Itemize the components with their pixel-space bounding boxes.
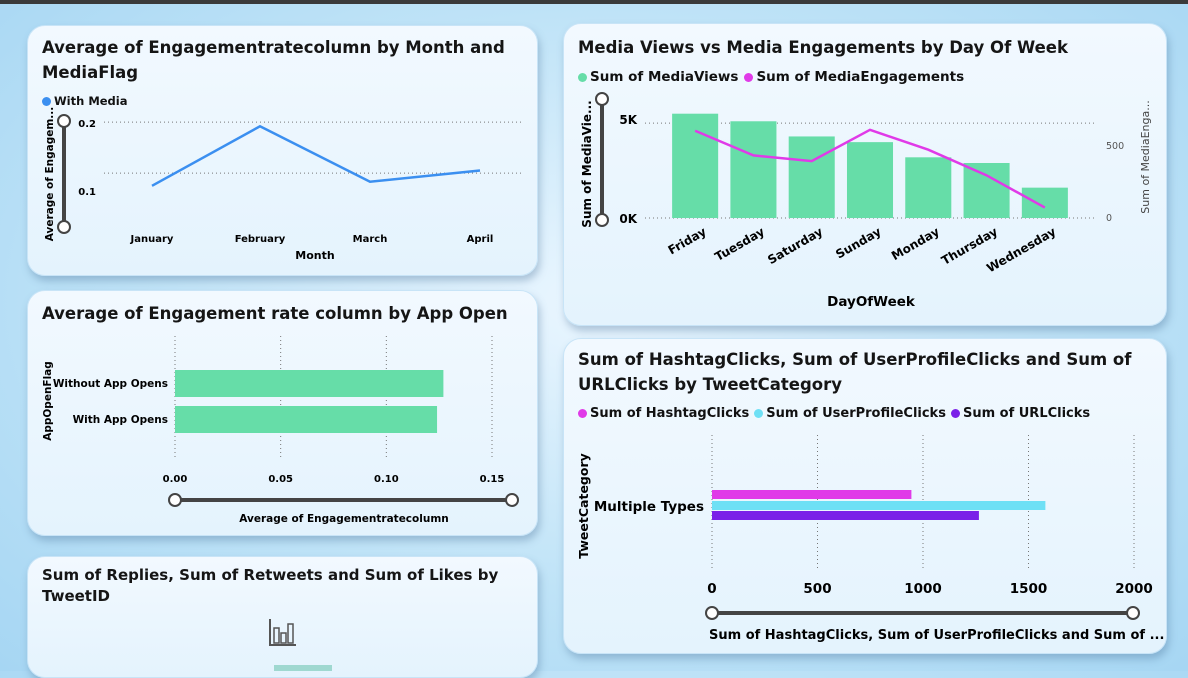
category-label: Multiple Types [594,499,704,515]
x-tick-label: 500 [803,581,831,597]
legend-item-media-views[interactable]: Sum of MediaViews [578,69,738,85]
chart-legend: With Media [42,94,128,108]
y-tick-label: 0.1 [78,187,96,198]
y-right-axis-label: Sum of MediaEnga... [1139,100,1152,213]
chart-legend: Sum of MediaViews Sum of MediaEngagement… [578,69,964,85]
category-label: With App Opens [73,414,168,426]
bar-monday [905,157,952,218]
x-tick-label: 1000 [904,581,942,597]
y-left-tick-label: 0K [619,212,637,226]
legend-label: Sum of MediaViews [590,69,739,85]
top-bar [0,0,1188,4]
card-title: Average of Engagement rate column by App… [42,304,508,323]
chart-legend: Sum of HashtagClicks Sum of UserProfileC… [578,406,1090,421]
legend-label: With Media [54,94,128,108]
x-tick-label: 0.10 [374,474,399,485]
x-tick-label: March [353,234,388,245]
x-tick-label: Monday [889,224,942,263]
bar-chart-icon [269,619,296,646]
bar-sum-of-hashtagclicks [712,490,912,499]
line-chart: Average of Engagem... 0.2 0.1 Month Janu… [44,107,522,262]
legend-item-url-clicks[interactable]: Sum of URLClicks [950,406,1091,421]
card-clicks-by-tweet-category[interactable]: Sum of HashtagClicks, Sum of UserProfile… [563,338,1167,654]
category-label: Without App Opens [53,378,168,390]
bar-sum-of-urlclicks [712,511,979,520]
legend-dot [744,72,754,82]
card-title: Sum of Replies, Sum of Retweets and Sum … [42,566,499,605]
legend-label: Sum of MediaEngagements [756,69,965,85]
x-tick-label: 0.00 [163,474,188,485]
legend-label: Sum of HashtagClicks [590,406,750,421]
y-right-tick-label: 0 [1106,213,1112,224]
x-tick-label: 2000 [1115,581,1153,597]
card-title: Sum of HashtagClicks, Sum of UserProfile… [578,350,1132,394]
bar-sum-of-userprofileclicks [712,501,1046,510]
x-range-slider-right-handle[interactable] [505,493,519,507]
x-range-slider-left-handle[interactable] [168,493,182,507]
x-tick-label: 0 [707,581,716,597]
card-title: Media Views vs Media Engagements by Day … [578,38,1068,57]
x-tick-label: February [235,234,286,245]
card-replies-retweets-likes[interactable]: Sum of Replies, Sum of Retweets and Sum … [27,556,538,678]
legend-dot [42,96,51,106]
card-media-views-vs-engagements[interactable]: Media Views vs Media Engagements by Day … [563,23,1167,326]
x-range-slider-right-handle[interactable] [1126,606,1140,620]
legend-dot [578,409,587,418]
x-tick-label: Tuesday [712,224,767,264]
legend-label: Sum of URLClicks [962,406,1091,421]
y-left-axis-label: Sum of MediaVie... [580,100,594,227]
x-axis-label: DayOfWeek [827,294,916,310]
y-range-slider-bottom-handle[interactable] [57,220,71,234]
x-tick-label: Friday [666,224,709,257]
bar-with-app-opens [175,406,438,433]
y-left-tick-label: 5K [619,113,637,127]
legend-dot [950,409,960,418]
bar-friday [672,113,719,218]
y-range-slider-top-handle[interactable] [595,92,609,106]
y-range-slider-bottom-handle[interactable] [595,213,609,227]
bar-saturday [788,136,835,218]
x-tick-label: 1500 [1010,581,1048,597]
x-tick-label: Saturday [765,224,825,267]
grouped-bar-chart: TweetCategory Sum of HashtagClicks, Sum … [576,435,1164,643]
y-axis-label: Average of Engagem... [44,107,56,242]
series-line-media-engagements [694,128,1046,209]
page-tab-indicator [274,665,332,671]
bar-thursday [963,163,1010,218]
x-tick-label: 0.05 [268,474,293,485]
combo-chart: Sum of MediaVie... 5K 0K 500 0 Sum of Me… [580,92,1152,310]
x-tick-label: 0.15 [480,474,505,485]
legend-dot [578,72,587,82]
bar-tuesday [730,121,777,218]
legend-item-media-engagements[interactable]: Sum of MediaEngagements [744,69,964,85]
bar-chart: AppOpenFlag Average of Engagementratecol… [42,336,519,525]
y-right-tick-label: 500 [1106,141,1124,152]
y-range-slider-top-handle[interactable] [57,114,71,128]
x-axis-label: Average of Engagementratecolumn [239,513,449,525]
bar-wednesday [1021,187,1068,218]
x-tick-label: Sunday [833,224,883,261]
card-engagement-by-app-open[interactable]: Average of Engagement rate column by App… [27,290,538,536]
legend-dot [754,409,764,418]
card-title: Average of Engagementratecolumn by Month… [42,38,505,82]
x-range-slider-left-handle[interactable] [705,606,719,620]
x-tick-label: January [130,234,174,245]
bar-without-app-opens [175,370,444,397]
y-tick-label: 0.2 [78,119,96,130]
card-engagement-by-month[interactable]: Average of Engagementratecolumn by Month… [27,25,538,276]
legend-label: Sum of UserProfileClicks [766,406,946,421]
y-axis-label: AppOpenFlag [42,361,54,441]
x-axis-label: Sum of HashtagClicks, Sum of UserProfile… [709,628,1164,643]
legend-item-hashtag-clicks[interactable]: Sum of HashtagClicks [578,406,749,421]
x-tick-label: April [467,234,494,245]
legend-item-user-profile-clicks[interactable]: Sum of UserProfileClicks [754,406,946,421]
y-axis-label: TweetCategory [576,453,591,559]
x-axis-label: Month [295,249,334,262]
legend-item-with-media[interactable]: With Media [42,94,128,108]
bar-sunday [846,142,894,218]
series-line-with-media [151,124,481,187]
